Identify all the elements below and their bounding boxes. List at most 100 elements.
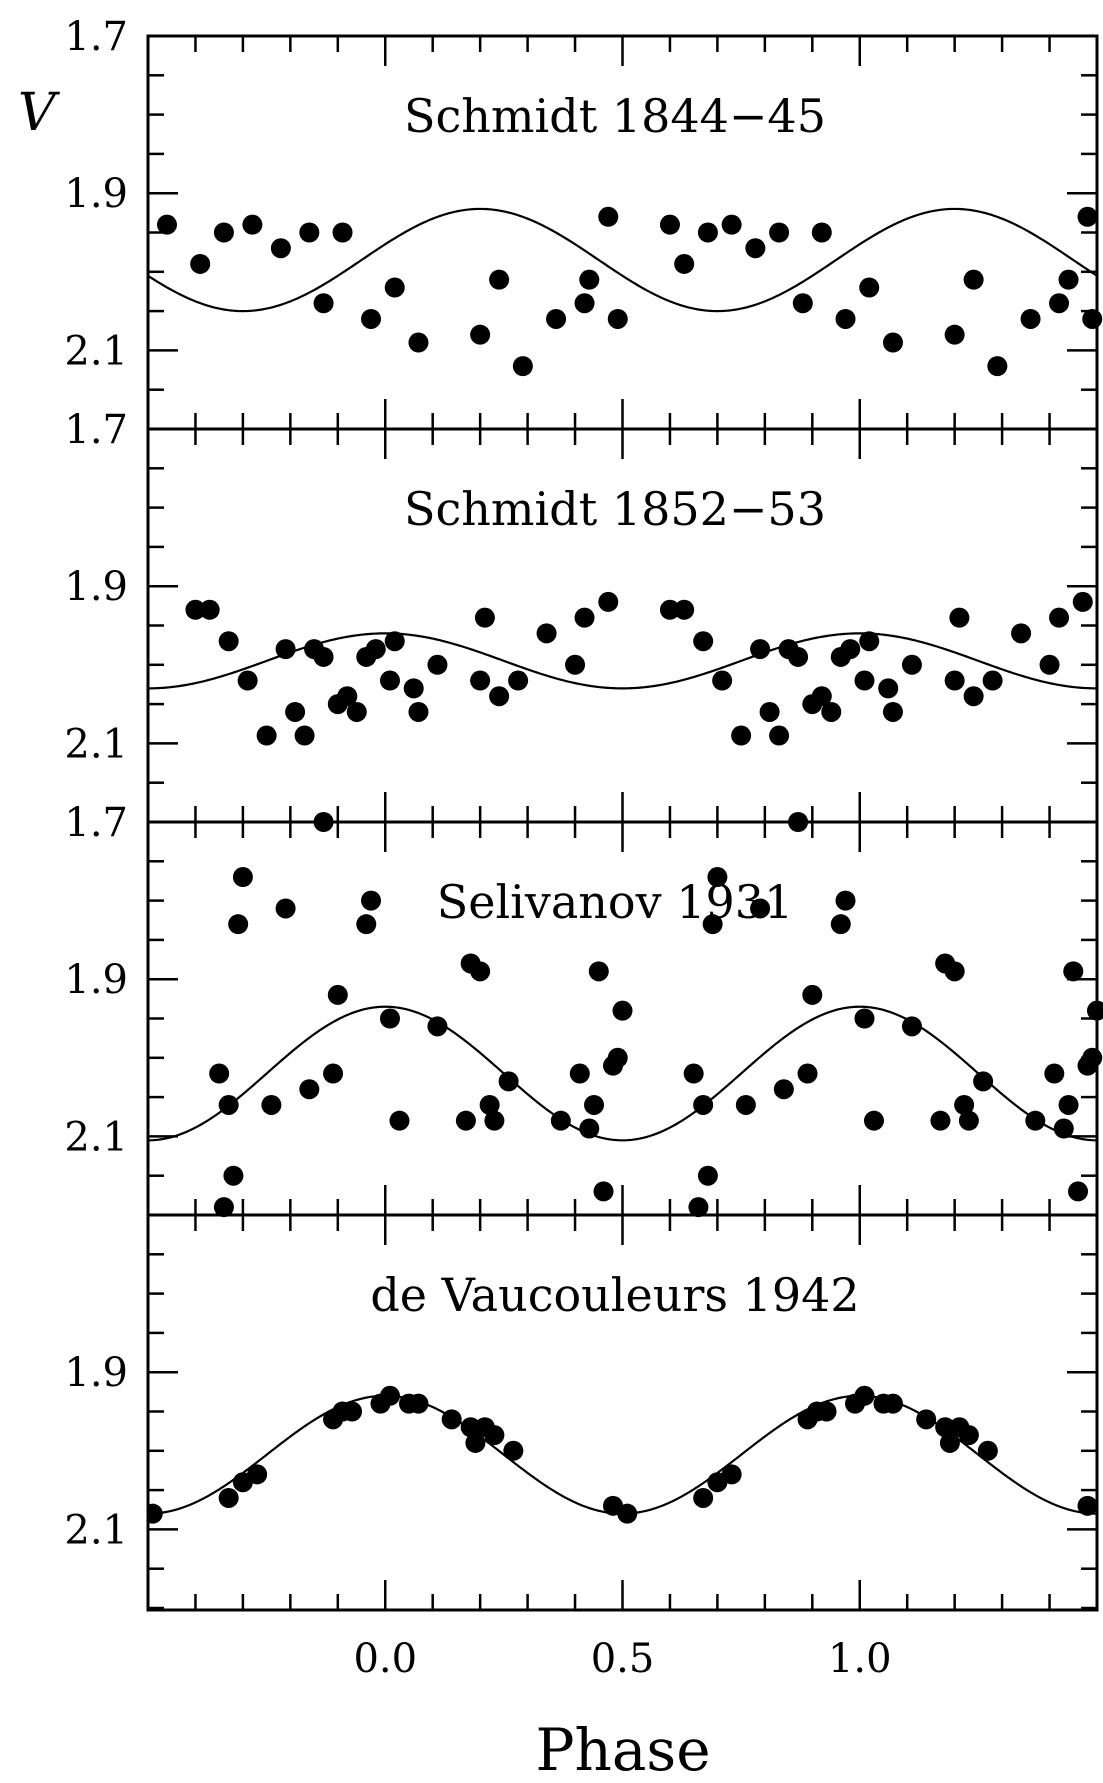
- data-point: [707, 867, 728, 888]
- panel-2: 1.7 1.9 2.1 Schmidt 1852−53: [64, 407, 1099, 824]
- data-point: [427, 654, 448, 675]
- data-point: [569, 1063, 590, 1084]
- data-layer: [148, 1385, 1098, 1524]
- data-point: [735, 1094, 756, 1115]
- data-point: [816, 1401, 837, 1422]
- data-point: [659, 214, 680, 235]
- data-point: [379, 1008, 400, 1029]
- data-point: [470, 961, 491, 982]
- data-point: [546, 308, 567, 329]
- data-point: [1087, 1000, 1103, 1021]
- data-point: [218, 631, 239, 652]
- data-point: [190, 253, 211, 274]
- data-point: [474, 607, 495, 628]
- data-point: [659, 599, 680, 620]
- data-point: [930, 1110, 951, 1131]
- data-point: [346, 701, 367, 722]
- x-tick-label: 1.0: [828, 1636, 892, 1682]
- data-point: [697, 222, 718, 243]
- data-point: [256, 725, 277, 746]
- data-point: [835, 308, 856, 329]
- data-point: [702, 914, 723, 935]
- data-point: [574, 607, 595, 628]
- data-point: [361, 308, 382, 329]
- data-point: [223, 1165, 244, 1186]
- data-point: [1077, 1495, 1098, 1516]
- data-point: [408, 701, 429, 722]
- y-tick-label: 1.9: [64, 1350, 128, 1396]
- data-point: [294, 725, 315, 746]
- data-point: [1072, 591, 1093, 612]
- data-point: [379, 670, 400, 691]
- data-point: [313, 812, 334, 832]
- data-point: [792, 293, 813, 314]
- data-point: [579, 1118, 600, 1139]
- model-curve: [148, 207, 1098, 313]
- data-point: [148, 1503, 163, 1524]
- data-point: [427, 1016, 448, 1037]
- data-point: [342, 1401, 363, 1422]
- data-point: [379, 1385, 400, 1406]
- data-point: [512, 356, 533, 377]
- data-point: [593, 1181, 614, 1202]
- data-point: [327, 984, 348, 1005]
- data-point: [882, 701, 903, 722]
- data-point: [821, 701, 842, 722]
- data-point: [408, 332, 429, 353]
- data-point: [275, 639, 296, 660]
- data-point: [465, 1432, 486, 1453]
- data-point: [218, 1094, 239, 1115]
- data-point: [954, 1094, 975, 1115]
- data-point: [693, 1487, 714, 1508]
- data-point: [237, 670, 258, 691]
- data-point: [484, 1425, 505, 1446]
- data-point: [550, 1110, 571, 1131]
- data-point: [588, 961, 609, 982]
- data-point: [977, 1440, 998, 1461]
- data-point: [574, 293, 595, 314]
- data-point: [384, 631, 405, 652]
- data-point: [565, 654, 586, 675]
- data-point: [901, 654, 922, 675]
- y-tick-label: 2.1: [64, 328, 128, 374]
- data-point: [1025, 1110, 1046, 1131]
- data-point: [859, 277, 880, 298]
- data-point: [788, 646, 809, 667]
- y-tick-label: 2.1: [64, 1507, 128, 1553]
- data-point: [299, 1079, 320, 1100]
- data-point: [365, 639, 386, 660]
- data-layer: [148, 206, 1103, 377]
- data-point: [788, 812, 809, 832]
- data-point: [408, 1393, 429, 1414]
- data-point: [607, 1047, 628, 1068]
- data-point: [797, 1063, 818, 1084]
- data-point: [337, 686, 358, 707]
- data-point: [674, 253, 695, 274]
- panel-title: Schmidt 1852−53: [404, 482, 826, 536]
- data-point: [982, 670, 1003, 691]
- data-point: [721, 214, 742, 235]
- data-point: [750, 639, 771, 660]
- data-point: [1011, 623, 1032, 644]
- data-point: [973, 1071, 994, 1092]
- data-point: [361, 890, 382, 911]
- y-tick-label: 1.9: [64, 957, 128, 1003]
- panel-1: 1.7 1.9 2.1 Schmidt 1844−45 V: [18, 14, 1103, 431]
- panel-title: Schmidt 1844−45: [404, 89, 826, 143]
- data-point: [584, 1094, 605, 1115]
- y-tick-label: 2.1: [64, 1114, 128, 1160]
- data-point: [693, 1094, 714, 1115]
- y-tick-label: 1.7: [64, 407, 128, 453]
- data-point: [218, 1487, 239, 1508]
- data-point: [773, 1079, 794, 1100]
- data-point: [261, 1094, 282, 1115]
- data-point: [617, 1503, 638, 1524]
- x-tick-label: 0.0: [353, 1636, 417, 1682]
- data-point: [356, 914, 377, 935]
- data-point: [674, 599, 695, 620]
- data-point: [683, 1063, 704, 1084]
- data-point: [958, 1110, 979, 1131]
- data-point: [802, 984, 823, 1005]
- panel-4: 1.9 2.1 de Vaucouleurs 1942 0.0 0.5 1.0: [64, 1213, 1099, 1682]
